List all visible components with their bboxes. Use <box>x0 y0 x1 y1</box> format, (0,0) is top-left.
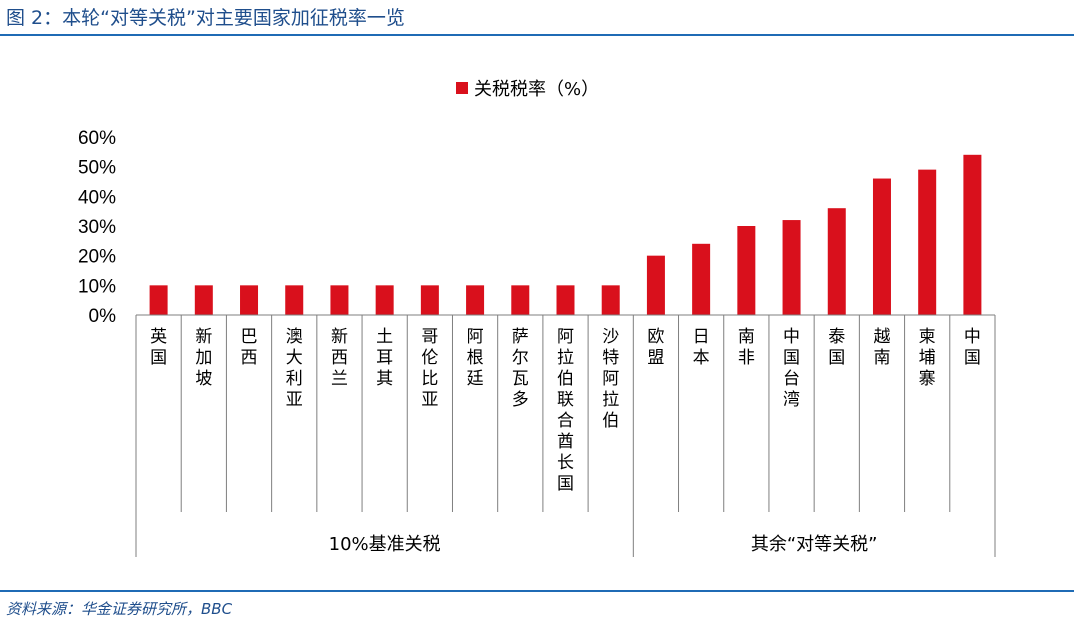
chart-legend: 关税税率（%） <box>456 79 599 100</box>
category-label: 阿根廷 <box>467 327 484 389</box>
legend-label: 关税税率（%） <box>474 79 599 100</box>
category-label: 欧盟 <box>647 327 664 368</box>
y-tick-label: 0% <box>89 306 117 327</box>
y-axis: 0% 10% 20% 30% 40% 50% 60% <box>78 128 116 327</box>
group-label: 10%基准关税 <box>329 534 441 555</box>
x-axis: 英国 新加坡 巴西 澳大利亚 新西兰 土耳其 哥伦比亚 阿根廷 萨尔瓦多 阿拉伯联合酋长国 沙特阿拉… <box>135 314 996 557</box>
bar <box>918 169 937 315</box>
y-tick-label: 30% <box>78 217 116 238</box>
y-tick-label: 50% <box>78 158 116 179</box>
category-label: 哥伦比亚 <box>421 327 438 410</box>
figure-title: 图 2：本轮“对等关税”对主要国家加征税率一览 <box>6 7 405 29</box>
category-label: 柬埔寨 <box>919 327 936 389</box>
y-tick-label: 40% <box>78 187 116 208</box>
category-label: 新加坡 <box>195 327 212 389</box>
tariff-bar-chart: 关税税率（%） 0% 10% 20% 30% 40% 50% 60% 英国 新加坡 巴西 澳大利亚… <box>78 79 996 557</box>
bar <box>872 178 891 315</box>
source-divider <box>0 590 1074 592</box>
bar <box>511 285 530 315</box>
bar <box>466 285 485 315</box>
category-label: 巴西 <box>241 327 258 368</box>
category-label: 阿拉伯联合酋长国 <box>557 327 574 494</box>
category-label: 澳大利亚 <box>286 327 303 410</box>
bar <box>601 285 620 315</box>
bar <box>646 255 665 315</box>
title-divider <box>0 34 1074 36</box>
category-label: 日本 <box>693 327 710 368</box>
bar <box>827 208 846 315</box>
category-label: 中国台湾 <box>783 327 800 410</box>
bar <box>963 154 982 315</box>
category-label: 沙特阿拉伯 <box>602 327 619 431</box>
category-label: 英国 <box>150 327 167 368</box>
y-tick-label: 20% <box>78 247 116 268</box>
bar <box>375 285 394 315</box>
bar <box>420 285 439 315</box>
bar <box>194 285 213 315</box>
bar <box>330 285 349 315</box>
source-note: 资料来源：华金证券研究所，BBC <box>6 600 233 618</box>
legend-swatch <box>456 82 468 94</box>
category-label: 越南 <box>873 327 890 368</box>
bar <box>285 285 304 315</box>
bar <box>782 220 801 315</box>
category-label: 萨尔瓦多 <box>512 327 529 410</box>
bar <box>737 226 756 315</box>
category-label: 新西兰 <box>331 327 348 389</box>
bar <box>556 285 575 315</box>
category-label: 土耳其 <box>376 327 393 389</box>
bar <box>240 285 259 315</box>
bar <box>149 285 168 315</box>
group-label: 其余“对等关税” <box>751 534 878 555</box>
y-tick-label: 60% <box>78 128 116 149</box>
category-label: 泰国 <box>828 327 845 368</box>
y-tick-label: 10% <box>78 276 116 297</box>
category-label: 中国 <box>964 327 981 368</box>
category-label: 南非 <box>738 327 755 368</box>
bars <box>149 154 982 315</box>
bar <box>692 243 711 315</box>
